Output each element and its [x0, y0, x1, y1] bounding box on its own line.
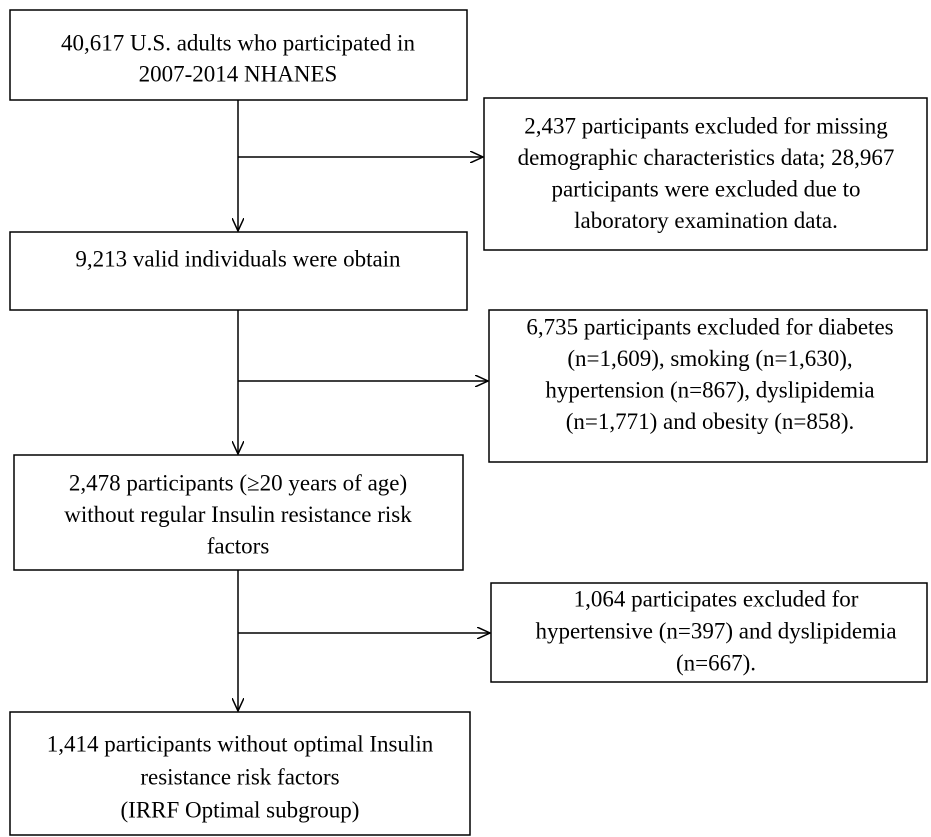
connectors	[238, 100, 490, 711]
node: 1,064 participates excluded for hypertens…	[490, 582, 928, 683]
node-text: 1,064 participates excluded for	[574, 586, 859, 611]
node-text: (n=667).	[676, 650, 756, 675]
node: 2,437 participants excluded for missing d…	[483, 97, 928, 251]
node-text: participants were excluded due to	[551, 176, 860, 201]
node-box	[9, 9, 468, 101]
node-box	[13, 454, 464, 571]
node-text: 9,213 valid individuals were obtain	[75, 246, 401, 271]
node-text: hypertension (n=867), dyslipidemia	[545, 377, 874, 402]
node-text: laboratory examination data.	[574, 208, 838, 233]
node-text: (IRRF Optimal subgroup)	[121, 797, 360, 822]
node-box	[483, 97, 928, 251]
node-text: 6,735 participants excluded for diabetes	[526, 314, 893, 339]
node-text: 1,414 participants without optimal Insul…	[47, 731, 434, 756]
node: 6,735 participants excluded for diabetes…	[488, 309, 928, 463]
node-text: 2,437 participants excluded for missing	[524, 113, 888, 138]
node: 9,213 valid individuals were obtain	[9, 231, 468, 311]
node-text: 2007-2014 NHANES	[139, 61, 338, 86]
node: 2,478 participants (≥20 years of age) wit…	[13, 454, 464, 571]
node-box	[488, 309, 928, 463]
node-text: hypertensive (n=397) and dyslipidemia	[535, 618, 896, 643]
node-text: (n=1,771) and obesity (n=858).	[566, 409, 854, 434]
node-box	[9, 231, 468, 311]
node-text: without regular Insulin resistance risk	[64, 502, 412, 527]
node-text: 2,478 participants (≥20 years of age)	[69, 470, 407, 495]
boxes: 40,617 U.S. adults who participated in 20…	[9, 9, 928, 836]
node-text: demographic characteristics data; 28,967	[518, 145, 895, 170]
node-text: resistance risk factors	[140, 764, 339, 789]
node-text: (n=1,609), smoking (n=1,630),	[567, 346, 852, 371]
node-box	[490, 582, 928, 683]
node: 1,414 participants without optimal Insul…	[9, 711, 471, 836]
node: 40,617 U.S. adults who participated in 20…	[9, 9, 468, 101]
node-text: factors	[207, 533, 270, 558]
node-box	[9, 711, 471, 836]
node-text: 40,617 U.S. adults who participated in	[61, 30, 415, 55]
